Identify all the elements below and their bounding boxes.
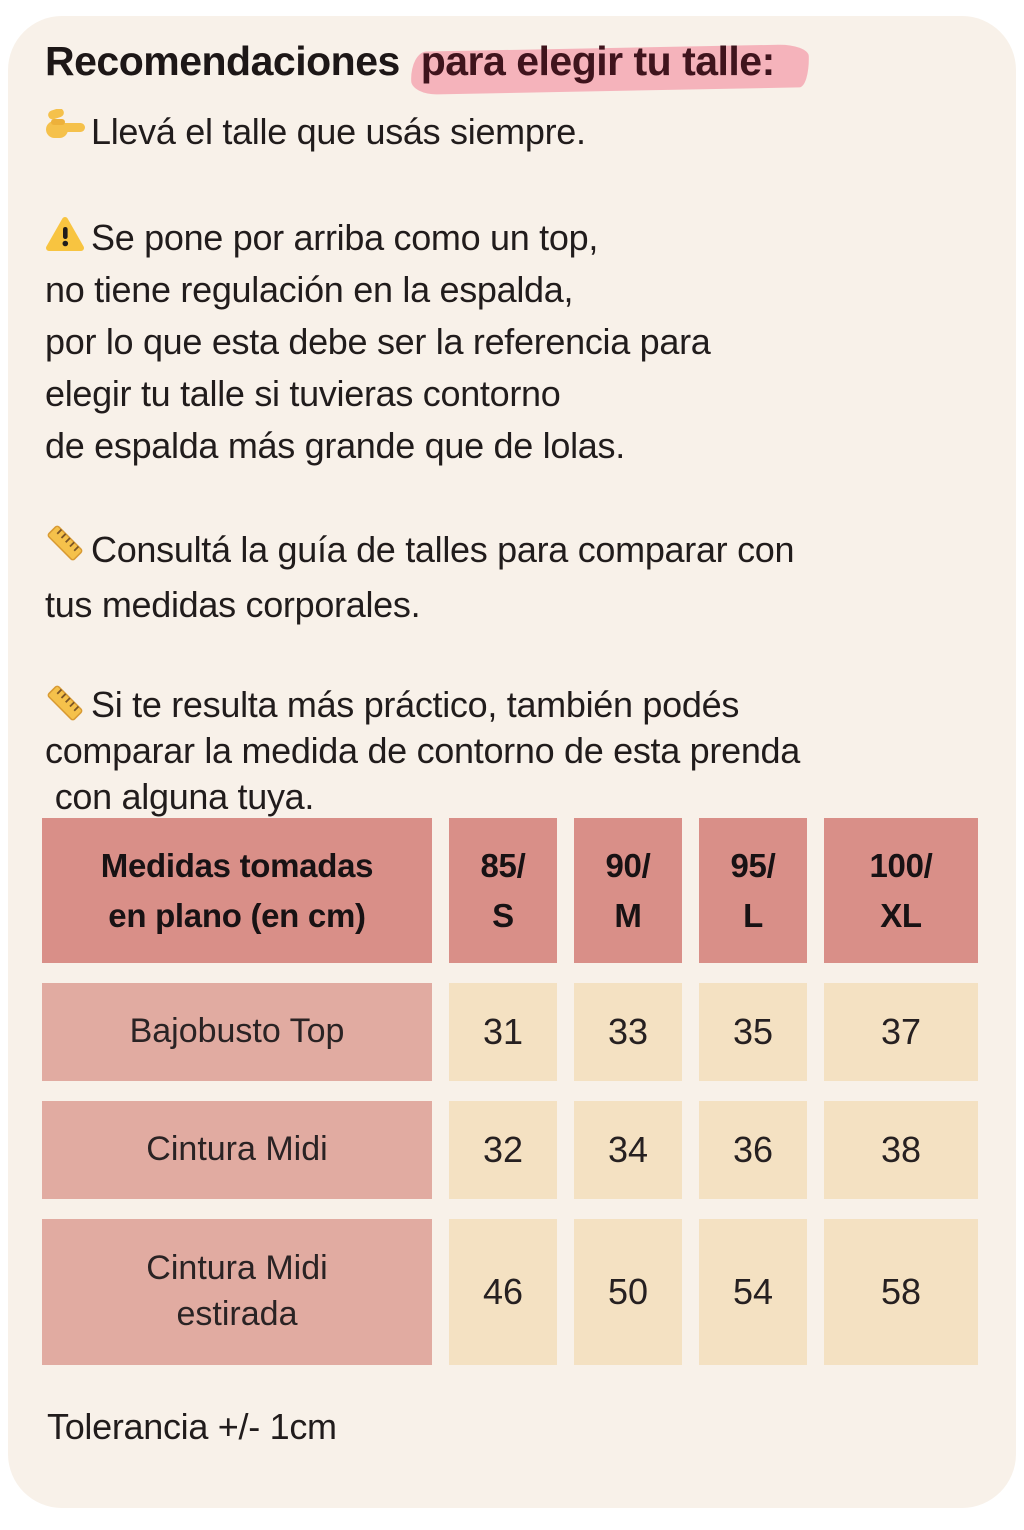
tip-text-line: Si te resulta más práctico, también podé… bbox=[91, 684, 740, 725]
size-table: Medidas tomadas en plano (en cm) 85/S 90/M 9… bbox=[42, 818, 978, 1365]
cell-text: 37 bbox=[880, 1011, 922, 1052]
cell-text: 33 bbox=[607, 1011, 649, 1052]
cell-text: 50 bbox=[607, 1271, 649, 1312]
info-card: Recomendaciones para elegir tu talle: Ll… bbox=[8, 16, 1016, 1508]
cell-text: M bbox=[614, 896, 642, 934]
cell-text: 54 bbox=[732, 1271, 774, 1312]
tip-warning-fit: Se pone por arriba como un top, no tiene … bbox=[45, 212, 985, 472]
row-label-cell: Bajobusto Top bbox=[42, 983, 432, 1081]
value-cell: 33 bbox=[574, 983, 682, 1081]
tip-text-line: Consultá la guía de talles para comparar… bbox=[91, 529, 795, 570]
tolerance-note: Tolerancia +/- 1cm bbox=[47, 1406, 337, 1447]
cell-text: 90/ bbox=[605, 847, 651, 884]
value-cell: 32 bbox=[449, 1101, 557, 1199]
cell-text: Medidas tomadas bbox=[100, 847, 374, 884]
tip-compare-garment: Si te resulta más práctico, también podé… bbox=[45, 682, 985, 820]
pointing-right-hand-icon bbox=[45, 109, 87, 143]
tip-size-guide: Consultá la guía de talles para comparar… bbox=[45, 522, 985, 632]
value-cell: 46 bbox=[449, 1219, 557, 1365]
cell-text: 95/ bbox=[730, 847, 776, 884]
tip-text-line: Llevá el talle que usás siempre. bbox=[91, 111, 586, 152]
tip-text-line: tus medidas corporales. bbox=[45, 584, 421, 625]
cell-text: Cintura Midi bbox=[146, 1249, 328, 1288]
tip-text-line: no tiene regulación en la espalda, bbox=[45, 269, 574, 310]
cell-text: 31 bbox=[482, 1011, 524, 1052]
cell-text: 36 bbox=[732, 1129, 774, 1170]
row-label-cell: Cintura Midi estirada bbox=[42, 1219, 432, 1365]
tip-text-line: comparar la medida de contorno de esta p… bbox=[45, 730, 800, 771]
cell-text: 46 bbox=[482, 1271, 524, 1312]
tip-text-line: elegir tu talle si tuvieras contorno bbox=[45, 373, 561, 414]
cell-text: 85/ bbox=[480, 847, 526, 884]
tip-text-line: Se pone por arriba como un top, bbox=[91, 217, 599, 258]
tip-text-line: de espalda más grande que de lolas. bbox=[45, 425, 625, 466]
value-cell: 37 bbox=[824, 983, 978, 1081]
value-cell: 35 bbox=[699, 983, 807, 1081]
cell-text: 38 bbox=[880, 1129, 922, 1170]
cell-text: L bbox=[743, 896, 763, 934]
title-highlighted-text: para elegir tu talle: bbox=[420, 38, 776, 84]
cell-text: 100/ bbox=[869, 847, 933, 884]
tip-text-line: por lo que esta debe ser la referencia p… bbox=[45, 321, 711, 362]
cell-text: XL bbox=[880, 896, 922, 934]
page-title: Recomendaciones para elegir tu talle: bbox=[45, 38, 985, 85]
table-header-size-m: 90/M bbox=[574, 818, 682, 963]
value-cell: 34 bbox=[574, 1101, 682, 1199]
table-header-size-l: 95/L bbox=[699, 818, 807, 963]
cell-text: 58 bbox=[880, 1271, 922, 1312]
cell-text: S bbox=[492, 896, 514, 934]
cell-text: 34 bbox=[607, 1129, 649, 1170]
table-header-size-xl: 100/XL bbox=[824, 818, 978, 963]
value-cell: 31 bbox=[449, 983, 557, 1081]
tip-lead-size: Llevá el talle que usás siempre. bbox=[45, 106, 985, 158]
ruler-icon bbox=[45, 683, 85, 723]
value-cell: 58 bbox=[824, 1219, 978, 1365]
cell-text: 32 bbox=[482, 1129, 524, 1170]
cell-text: estirada bbox=[176, 1295, 298, 1333]
cell-text: Cintura Midi bbox=[146, 1130, 328, 1169]
tip-text-line: con alguna tuya. bbox=[45, 776, 315, 817]
row-label-cell: Cintura Midi bbox=[42, 1101, 432, 1199]
cell-text: en plano (en cm) bbox=[108, 896, 366, 934]
value-cell: 50 bbox=[574, 1219, 682, 1365]
table-header-size-s: 85/S bbox=[449, 818, 557, 963]
cell-text: 35 bbox=[732, 1011, 774, 1052]
table-header-measures: Medidas tomadas en plano (en cm) bbox=[42, 818, 432, 963]
value-cell: 36 bbox=[699, 1101, 807, 1199]
title-plain-text: Recomendaciones bbox=[45, 38, 400, 84]
value-cell: 54 bbox=[699, 1219, 807, 1365]
value-cell: 38 bbox=[824, 1101, 978, 1199]
ruler-icon bbox=[45, 523, 85, 563]
warning-icon bbox=[45, 215, 85, 253]
cell-text: Bajobusto Top bbox=[129, 1012, 345, 1051]
